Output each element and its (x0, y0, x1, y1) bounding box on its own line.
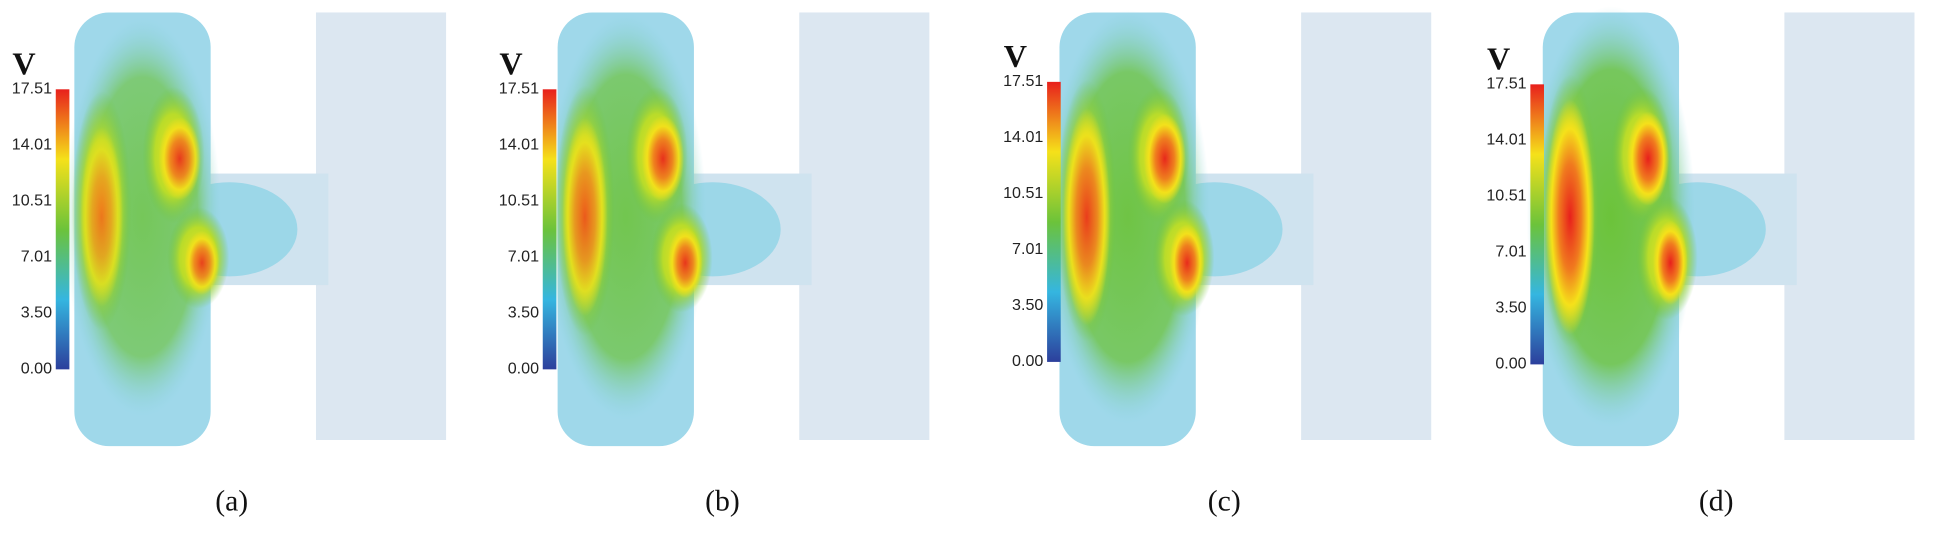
right-block (315, 12, 447, 440)
colorbar-title: V (1487, 40, 1510, 76)
colorbar-tick: 14.01 (1003, 128, 1043, 146)
core-left (80, 127, 124, 307)
core-upper (158, 117, 201, 201)
right-block (799, 12, 930, 440)
caption: (b) (705, 486, 740, 518)
core-left (562, 117, 608, 317)
colorbar-tick: 10.51 (1003, 184, 1043, 202)
colorbar-tick: 7.01 (1495, 243, 1526, 261)
colorbar (55, 89, 70, 370)
colorbar-tick: 7.01 (1012, 240, 1043, 258)
colorbar-tick: 7.01 (508, 248, 539, 266)
colorbar-title: V (12, 45, 35, 81)
core-left (1063, 108, 1111, 326)
colorbar-tick: 17.51 (499, 80, 539, 98)
colorbar-tick: 0.00 (1012, 352, 1043, 370)
core-lower (1169, 223, 1205, 302)
colorbar-tick: 14.01 (12, 136, 52, 154)
colorbar-tick: 17.51 (12, 80, 52, 98)
colorbar (1047, 81, 1061, 362)
colorbar-tick: 7.01 (21, 248, 52, 266)
panel: V17.51 14.01 10.51 7.01 3.50 0.00 (a) (12, 12, 447, 518)
caption: (c) (1208, 486, 1241, 518)
core-upper (1627, 111, 1670, 206)
colorbar-title: V (1004, 38, 1027, 74)
colorbar-tick: 3.50 (1012, 296, 1043, 314)
caption: (a) (215, 486, 248, 518)
colorbar-tick: 3.50 (21, 304, 52, 322)
colorbar-tick: 14.01 (499, 136, 539, 154)
core-lower (184, 230, 220, 295)
colorbar-tick: 0.00 (1495, 355, 1526, 373)
colorbar-tick: 10.51 (1486, 187, 1526, 205)
panel: V17.51 14.01 10.51 7.01 3.50 0.00 (d) (1486, 6, 1915, 518)
caption: (d) (1699, 486, 1734, 518)
colorbar-tick: 17.51 (1003, 72, 1043, 90)
panel: V17.51 14.01 10.51 7.01 3.50 0.00 (b) (499, 12, 930, 518)
colorbar-tick: 17.51 (1486, 75, 1526, 93)
colorbar-tick: 10.51 (499, 192, 539, 210)
core-lower (667, 227, 703, 299)
colorbar-tick: 14.01 (1486, 131, 1526, 149)
right-block (1784, 12, 1915, 440)
core-lower (1653, 220, 1688, 305)
core-upper (1143, 113, 1186, 204)
colorbar (542, 89, 557, 370)
colorbar-tick: 3.50 (508, 304, 539, 322)
panel: V17.51 14.01 10.51 7.01 3.50 0.00 (c) (1003, 9, 1432, 518)
right-block (1301, 12, 1432, 440)
core-upper (641, 115, 685, 203)
colorbar-title: V (499, 45, 522, 81)
colorbar (1530, 84, 1544, 365)
colorbar-tick: 10.51 (12, 192, 52, 210)
core-left (1545, 99, 1595, 335)
colorbar-tick: 0.00 (21, 360, 52, 378)
colorbar-tick: 3.50 (1495, 299, 1526, 317)
colorbar-tick: 0.00 (508, 360, 539, 378)
